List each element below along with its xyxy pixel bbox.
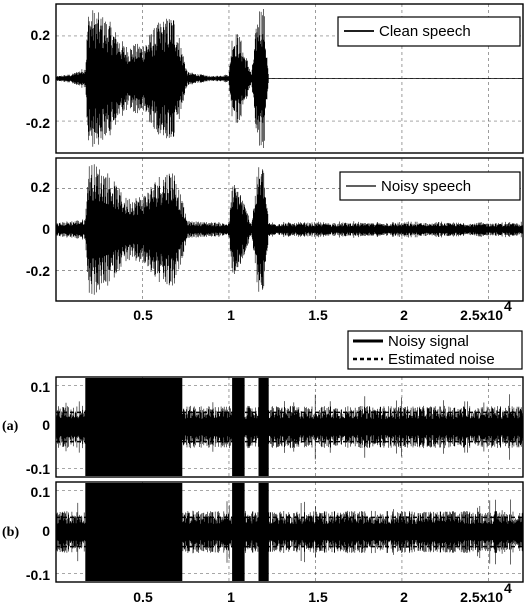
ytick-label-noisy-2: -0.2	[26, 263, 50, 279]
panel-a-noisy-signal	[55, 378, 524, 476]
noisy-speech-waveform	[55, 164, 524, 295]
legend-label-noisy-speech: Noisy speech	[381, 178, 471, 195]
xtick-label-mid-2: 1.5	[308, 307, 328, 323]
panel-label-b: (b)	[2, 525, 19, 540]
xtick-label-b-0: 0.5	[133, 589, 153, 605]
xtick-exponent-b: 4	[504, 580, 512, 596]
legend-label-noisy-signal: Noisy signal	[388, 333, 469, 350]
xtick-label-b-1: 1	[227, 589, 235, 605]
ytick-label-clean-0: 0.2	[31, 27, 51, 43]
ytick-label-a-1: 0	[42, 417, 50, 433]
legend-label-clean-speech: Clean speech	[379, 23, 471, 40]
xtick-label-mid-1: 1	[227, 307, 235, 323]
xticks-noisy: 0.5 1 1.5 2 2.5x10 4	[133, 298, 512, 323]
panel-clean-speech: 0.2 0 -0.2 Clean speech	[26, 3, 524, 154]
xtick-label-mid-4: 2.5x10	[460, 307, 503, 323]
legend-noise-estimation: Noisy signal Estimated noise	[347, 330, 523, 370]
xtick-label-b-4: 2.5x10	[460, 589, 503, 605]
xtick-label-b-2: 1.5	[308, 589, 328, 605]
ytick-label-clean-1: 0	[42, 71, 50, 87]
ytick-label-b-0: 0.1	[31, 484, 51, 500]
xticks-b: 0.5 1 1.5 2 2.5x10 4	[133, 580, 512, 605]
ytick-label-b-1: 0	[42, 523, 50, 539]
legend-clean-speech: Clean speech	[337, 16, 521, 47]
panel-b: 0.1 0 -0.1 (b) 0.5 1 1.5 2 2.5x10 4	[2, 481, 524, 605]
legend-label-estimated-noise: Estimated noise	[388, 351, 495, 368]
clean-speech-waveform	[55, 9, 524, 148]
panel-a: 0.1 0 -0.1 (a)	[2, 376, 524, 478]
panel-label-a: (a)	[2, 419, 19, 434]
ytick-label-b-2: -0.1	[26, 567, 50, 583]
ytick-label-noisy-1: 0	[42, 221, 50, 237]
panel-noisy-speech: 0.2 0 -0.2 Noisy speech 0.5 1 1.5 2 2.5x…	[26, 157, 524, 323]
ytick-label-clean-2: -0.2	[26, 115, 50, 131]
xtick-label-mid-3: 2	[400, 307, 408, 323]
xtick-label-b-3: 2	[400, 589, 408, 605]
ytick-label-a-2: -0.1	[26, 461, 50, 477]
ytick-label-noisy-0: 0.2	[31, 179, 51, 195]
xtick-exponent-mid: 4	[504, 298, 512, 314]
xtick-label-mid-0: 0.5	[133, 307, 153, 323]
legend-noisy-speech: Noisy speech	[339, 171, 521, 201]
ytick-label-a-0: 0.1	[31, 379, 51, 395]
panel-b-noisy-signal	[55, 483, 524, 581]
